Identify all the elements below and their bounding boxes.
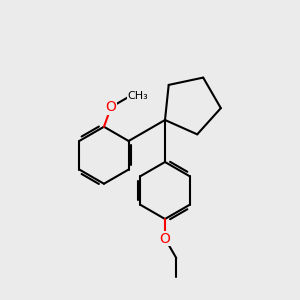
Text: O: O xyxy=(106,100,117,114)
Text: CH₃: CH₃ xyxy=(128,91,148,101)
Text: O: O xyxy=(160,232,170,245)
